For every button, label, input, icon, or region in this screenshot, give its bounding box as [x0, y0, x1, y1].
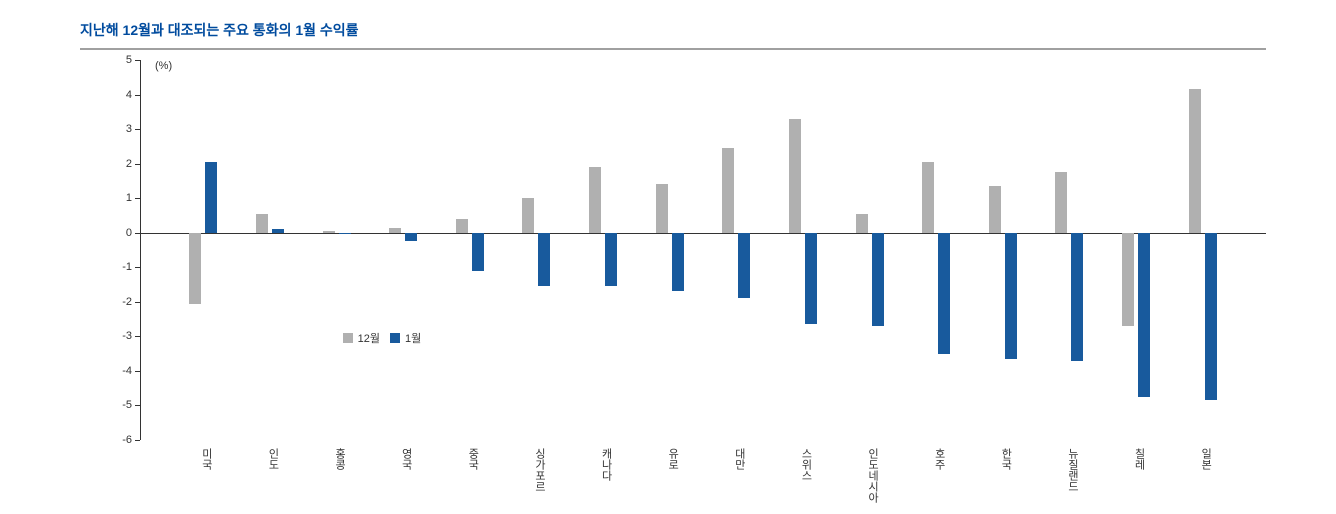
bar-jan	[938, 233, 950, 354]
bars-area: (%)미국인도홍콩영국중국싱가포르캐나다유로대만스위스인도네시아호주한국뉴질랜드…	[140, 60, 1266, 440]
bar-dec	[989, 186, 1001, 233]
bar-jan	[472, 233, 484, 271]
x-axis-label: 호주	[931, 448, 947, 470]
bar-dec	[456, 219, 468, 233]
y-tick-label: 0	[110, 227, 132, 239]
bar-jan	[872, 233, 884, 326]
y-tick-label: 5	[110, 54, 132, 66]
bar-dec	[789, 119, 801, 233]
x-axis-label: 싱가포르	[531, 448, 547, 492]
bar-jan	[738, 233, 750, 299]
legend-label: 1월	[405, 330, 421, 346]
bar-dec	[189, 233, 201, 304]
bar-jan	[205, 162, 217, 233]
legend-label: 12월	[358, 330, 380, 346]
x-axis-label: 유로	[665, 448, 681, 470]
y-axis: 543210-1-2-3-4-5-6	[110, 60, 140, 440]
bar-dec	[722, 148, 734, 233]
y-tick-label: -2	[110, 296, 132, 308]
x-axis-label: 홍콩	[332, 448, 348, 470]
y-tick-label: -6	[110, 434, 132, 446]
legend: 12월 1월	[343, 330, 422, 346]
bar-dec	[656, 184, 668, 232]
x-axis-label: 일본	[1198, 448, 1214, 470]
bar-dec	[256, 214, 268, 233]
bar-dec	[522, 198, 534, 233]
y-tick-label: 2	[110, 158, 132, 170]
legend-swatch	[390, 333, 400, 343]
bar-dec	[1189, 89, 1201, 232]
y-tick-label: -1	[110, 261, 132, 273]
bar-dec	[1122, 233, 1134, 326]
bar-jan	[272, 229, 284, 232]
y-tick-label: 1	[110, 192, 132, 204]
plot-area: 543210-1-2-3-4-5-6 (%)미국인도홍콩영국중국싱가포르캐나다유…	[140, 60, 1266, 440]
legend-item: 12월	[343, 330, 380, 346]
x-axis-label: 한국	[998, 448, 1014, 470]
bar-jan	[605, 233, 617, 287]
bar-jan	[805, 233, 817, 325]
x-axis-label: 영국	[398, 448, 414, 470]
bar-jan	[538, 233, 550, 287]
y-tick-label: 3	[110, 123, 132, 135]
bar-jan	[1005, 233, 1017, 359]
x-axis-label: 뉴질랜드	[1064, 448, 1080, 492]
x-axis-label: 대만	[731, 448, 747, 470]
x-axis-label: 캐나다	[598, 448, 614, 481]
x-axis-label: 인도네시아	[865, 448, 881, 503]
unit-label: (%)	[155, 60, 172, 72]
y-tick-label: -5	[110, 399, 132, 411]
legend-swatch	[343, 333, 353, 343]
x-axis-label: 인도	[265, 448, 281, 470]
bar-jan	[1205, 233, 1217, 401]
bar-jan	[672, 233, 684, 292]
bar-dec	[323, 231, 335, 233]
bar-jan	[339, 233, 351, 235]
y-tick-label: -3	[110, 330, 132, 342]
bar-jan	[405, 233, 417, 242]
y-tick-label: -4	[110, 365, 132, 377]
bar-dec	[856, 214, 868, 233]
x-axis-label: 칠레	[1131, 448, 1147, 470]
bar-dec	[1055, 172, 1067, 232]
zero-line	[140, 233, 1266, 234]
x-axis-label: 중국	[465, 448, 481, 470]
bar-jan	[1071, 233, 1083, 361]
y-tick-label: 4	[110, 89, 132, 101]
bar-dec	[389, 228, 401, 233]
y-tick-mark	[135, 440, 140, 441]
currency-returns-chart: 지난해 12월과 대조되는 주요 통화의 1월 수익률 543210-1-2-3…	[40, 20, 1296, 494]
x-axis-label: 스위스	[798, 448, 814, 481]
x-axis-label: 미국	[198, 448, 214, 470]
legend-item: 1월	[390, 330, 421, 346]
title-underline	[80, 48, 1266, 50]
bar-dec	[589, 167, 601, 233]
chart-title: 지난해 12월과 대조되는 주요 통화의 1월 수익률	[40, 20, 1296, 40]
bar-dec	[922, 162, 934, 233]
bar-jan	[1138, 233, 1150, 397]
